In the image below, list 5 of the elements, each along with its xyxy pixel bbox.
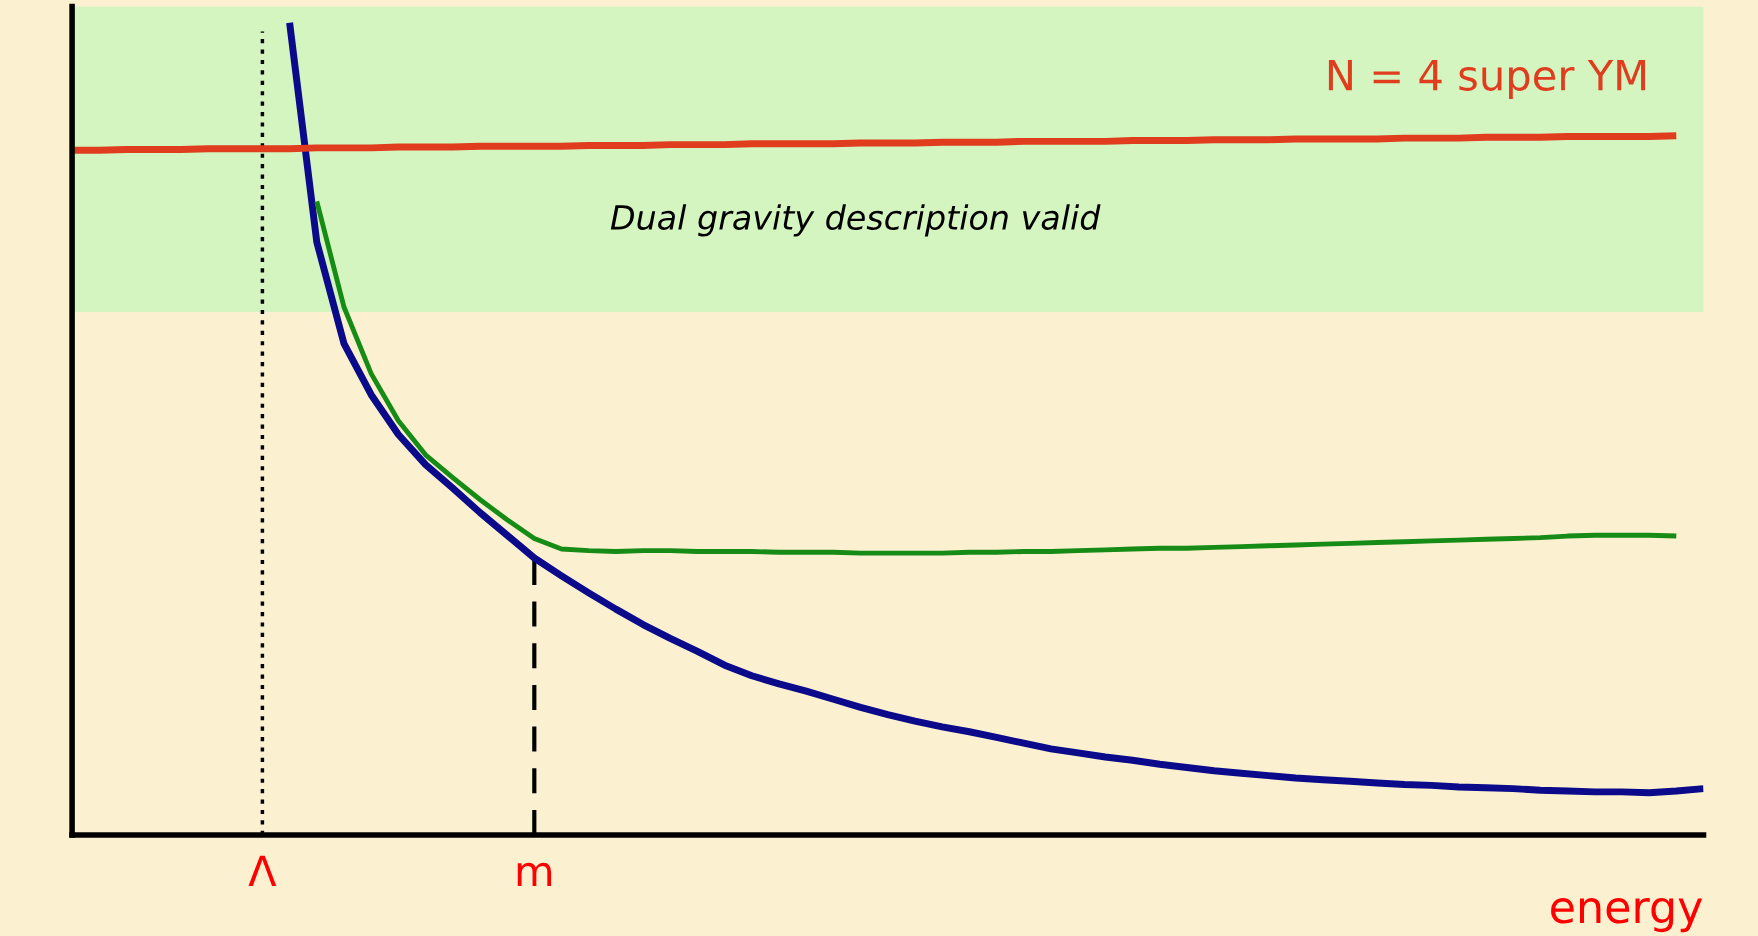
x-tick-label: m bbox=[517, 862, 552, 887]
band-label: Dual gravity description valid bbox=[610, 204, 1101, 237]
x-tick-label: Λ bbox=[248, 855, 277, 887]
series-label: N = 4 super YM bbox=[1328, 59, 1646, 99]
x-axis-title: energy bbox=[1551, 898, 1703, 933]
